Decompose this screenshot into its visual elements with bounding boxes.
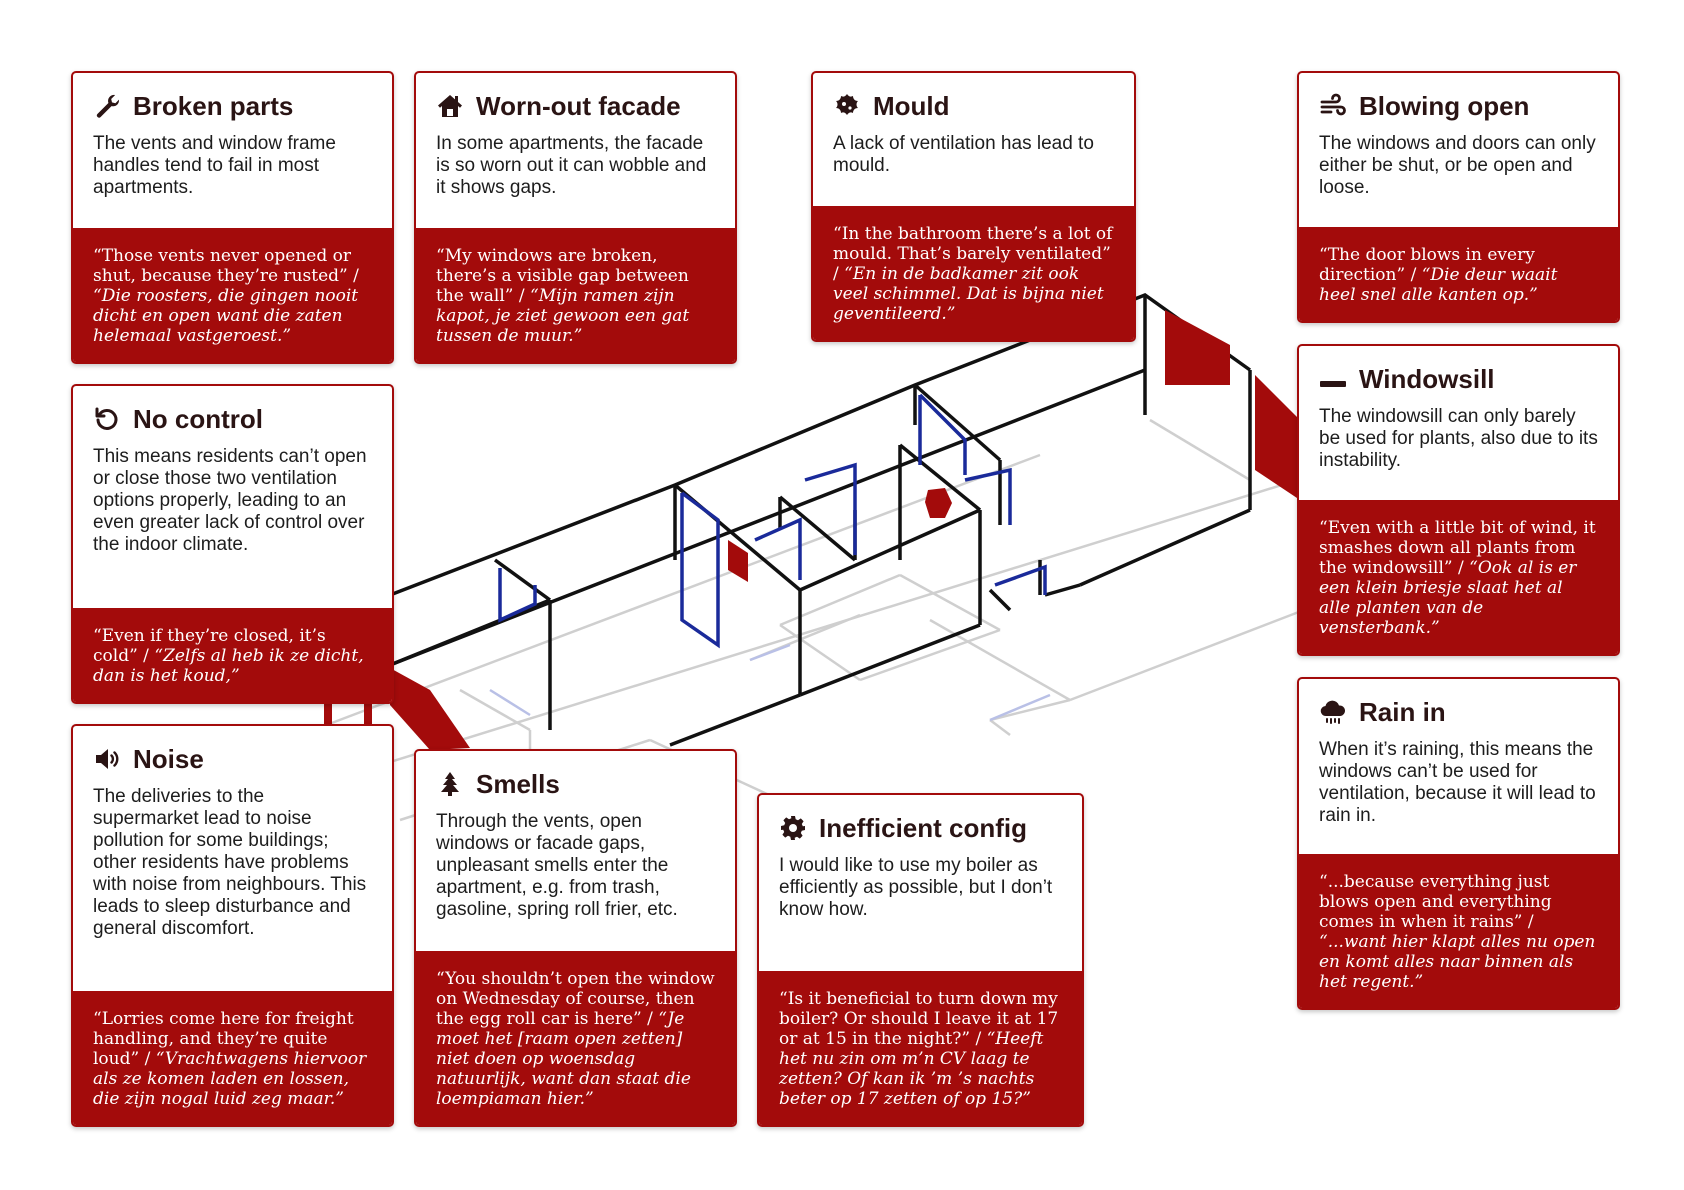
noise-quote-nl: “Vrachtwagens hiervoor als ze komen lade… (93, 1049, 367, 1109)
no-control-quote-nl: “Zelfs al heb ik ze dicht, dan is het ko… (93, 646, 364, 686)
windows-doors (498, 393, 1047, 649)
noise-quote-en: “Lorries come here for freight handling,… (93, 1009, 354, 1069)
no-control-description: This means residents can’t open or close… (93, 446, 367, 555)
windowsill-title: Windowsill (1359, 364, 1495, 394)
blowing-open-description: The windows and doors can only either be… (1319, 133, 1596, 198)
mould-quote-en: “In the bathroom there’s a lot of mould.… (833, 224, 1113, 284)
mould-description: A lack of ventilation has lead to mould. (833, 133, 1094, 176)
inefficient-config-quote: “Is it beneficial to turn down my boiler… (759, 971, 1082, 1125)
card-title: No control (93, 404, 372, 434)
card-title: Blowing open (1319, 91, 1598, 121)
smells-quote: “You shouldn’t open the window on Wednes… (416, 951, 735, 1125)
house-icon (438, 95, 462, 117)
worn-out-facade-quote: “My windows are broken, there’s a visibl… (416, 228, 735, 362)
wrench-icon (96, 94, 120, 118)
windowsill-quote-en: “Even with a little bit of wind, it smas… (1319, 518, 1596, 578)
gear-icon (781, 816, 805, 840)
card-title: Mould (833, 91, 1114, 121)
windowsill-icon (1320, 381, 1346, 387)
inefficient-config-title: Inefficient config (819, 813, 1027, 843)
worn-out-facade-title: Worn-out facade (476, 91, 681, 121)
no-control-title: No control (133, 404, 263, 434)
card-title: Noise (93, 744, 372, 774)
worn-out-facade-quote-nl: “Mijn ramen zijn kapot, je ziet gewoon e… (436, 286, 690, 346)
worn-out-facade-quote-en: “My windows are broken, there’s a visibl… (436, 246, 689, 306)
speaker-icon (96, 749, 119, 769)
card-windowsill: Windowsill The windowsill can only barel… (1297, 344, 1620, 656)
smells-quote-en: “You shouldn’t open the window on Wednes… (436, 969, 715, 1029)
blowing-open-title: Blowing open (1359, 91, 1530, 121)
card-title: Inefficient config (779, 813, 1062, 843)
broken-parts-quote-en: “Those vents never opened or shut, becau… (93, 246, 359, 286)
rain-in-title: Rain in (1359, 697, 1446, 727)
mould-quote: “In the bathroom there’s a lot of mould.… (813, 206, 1134, 340)
mould-quote-nl: “En in de badkamer zit ook veel schimmel… (833, 264, 1104, 324)
rain-in-quote: “...because everything just blows open a… (1299, 854, 1618, 1008)
card-worn-out-facade: Worn-out facade In some apartments, the … (414, 71, 737, 364)
noise-title: Noise (133, 744, 204, 774)
smells-quote-nl: “Je moet het [raam open zetten] niet doe… (436, 1009, 691, 1109)
rain-in-quote-en: “...because everything just blows open a… (1319, 872, 1552, 932)
undo-icon (95, 407, 118, 430)
rain-in-quote-nl: “...want hier klapt alles nu open en kom… (1319, 932, 1596, 992)
card-blowing-open: Blowing open The windows and doors can o… (1297, 71, 1620, 323)
card-mould: Mould A lack of ventilation has lead to … (811, 71, 1136, 342)
mould-title: Mould (873, 91, 950, 121)
worn-out-facade-description: In some apartments, the facade is so wor… (436, 133, 707, 198)
inefficient-config-quote-nl: “Heeft het nu zin om m’n CV laag te zett… (779, 1029, 1044, 1109)
card-title: Rain in (1319, 697, 1598, 727)
windowsill-quote-nl: “Ook al is er een klein briesje slaat he… (1319, 558, 1577, 638)
card-inefficient-config: Inefficient config I would like to use m… (757, 793, 1084, 1127)
blowing-open-quote-en: “The door blows in every direction” / (1319, 245, 1535, 285)
blowing-open-quote-nl: “Die deur waait heel snel alle kanten op… (1319, 265, 1558, 305)
broken-parts-quote-nl: “Die roosters, die gingen nooit dicht en… (93, 286, 359, 346)
rain-in-description: When it’s raining, this means the window… (1319, 739, 1596, 826)
broken-parts-description: The vents and window frame handles tend … (93, 133, 336, 198)
rain-cloud-icon (1320, 700, 1346, 724)
card-title: Worn-out facade (436, 91, 715, 121)
smell-icon (441, 772, 459, 796)
card-title: Windowsill (1319, 364, 1598, 394)
card-rain-in: Rain in When it’s raining, this means th… (1297, 677, 1620, 1010)
card-title: Broken parts (93, 91, 372, 121)
floor-window-lines (489, 643, 1051, 722)
no-control-quote: “Even if they’re closed, it’s cold” / “Z… (73, 608, 392, 702)
highlight-panels (324, 310, 1300, 750)
smells-title: Smells (476, 769, 560, 799)
card-broken-parts: Broken parts The vents and window frame … (71, 71, 394, 364)
wind-icon (1320, 93, 1346, 116)
windowsill-description: The windowsill can only barely be used f… (1319, 406, 1598, 471)
noise-description: The deliveries to the supermarket lead t… (93, 786, 367, 939)
no-control-quote-en: “Even if they’re closed, it’s cold” / (93, 626, 326, 666)
windowsill-quote: “Even with a little bit of wind, it smas… (1299, 500, 1618, 654)
broken-parts-title: Broken parts (133, 91, 294, 121)
card-no-control: No control This means residents can’t op… (71, 384, 394, 704)
card-smells: Smells Through the vents, open windows o… (414, 749, 737, 1127)
broken-parts-quote: “Those vents never opened or shut, becau… (73, 228, 392, 362)
smells-description: Through the vents, open windows or facad… (436, 811, 678, 920)
blowing-open-quote: “The door blows in every direction” / “D… (1299, 227, 1618, 321)
card-title: Smells (436, 769, 715, 799)
inefficient-config-description: I would like to use my boiler as efficie… (779, 855, 1053, 920)
noise-quote: “Lorries come here for freight handling,… (73, 991, 392, 1125)
inefficient-config-quote-en: “Is it beneficial to turn down my boiler… (779, 989, 1059, 1049)
mould-icon (836, 94, 858, 115)
card-noise: Noise The deliveries to the supermarket … (71, 724, 394, 1127)
